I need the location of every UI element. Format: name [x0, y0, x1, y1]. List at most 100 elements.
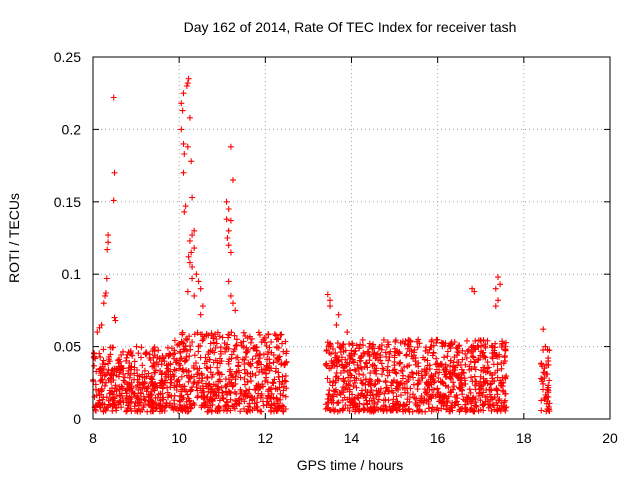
data-point [345, 381, 352, 388]
data-point [451, 402, 458, 409]
data-point [369, 345, 376, 352]
data-point [123, 408, 130, 415]
data-point [98, 385, 105, 392]
data-point [123, 354, 130, 361]
data-point [502, 346, 509, 353]
data-point [376, 391, 383, 398]
data-point [159, 408, 165, 414]
data-point [362, 394, 369, 401]
data-point [151, 385, 158, 391]
data-point [341, 394, 348, 401]
data-point [244, 369, 251, 376]
data-point [130, 390, 137, 397]
data-point [159, 385, 166, 392]
data-point [91, 353, 98, 360]
data-point [231, 332, 238, 339]
data-point [191, 292, 198, 299]
data-point [204, 374, 211, 381]
data-point [109, 366, 116, 373]
data-point [143, 373, 150, 380]
data-point [181, 208, 188, 215]
data-point [237, 374, 244, 381]
data-point [493, 406, 500, 413]
data-point [171, 392, 178, 399]
data-point [360, 342, 366, 349]
data-point [498, 365, 505, 372]
data-point [471, 359, 478, 366]
data-point [346, 341, 353, 347]
data-point [461, 404, 468, 411]
data-point [241, 376, 248, 382]
data-point [386, 354, 393, 360]
data-point [332, 374, 339, 380]
data-point [116, 356, 123, 363]
data-point [131, 376, 138, 383]
data-point [183, 398, 190, 405]
y-tick-label: 0.05 [54, 339, 81, 355]
data-point [133, 343, 140, 350]
data-point [503, 339, 509, 346]
data-point [111, 169, 118, 176]
data-point [108, 367, 115, 374]
data-point [184, 403, 191, 410]
data-point [350, 404, 356, 411]
data-point [390, 396, 397, 403]
data-point [545, 362, 552, 369]
data-point [246, 386, 253, 393]
data-point [105, 360, 112, 367]
data-point [199, 303, 206, 310]
data-point [492, 303, 499, 310]
data-point [441, 394, 448, 401]
data-point [440, 367, 447, 373]
data-point [352, 368, 359, 375]
data-point [219, 334, 226, 341]
data-point [218, 371, 225, 378]
data-point [477, 373, 484, 380]
data-point [477, 397, 484, 404]
data-point [363, 360, 370, 367]
data-point [471, 373, 478, 380]
data-point [483, 377, 490, 384]
data-point [191, 331, 198, 338]
data-point [237, 386, 244, 393]
data-point [131, 358, 138, 365]
data-point [542, 394, 549, 401]
data-point [380, 397, 387, 404]
data-point [543, 371, 550, 377]
data-point [193, 384, 200, 390]
data-point [410, 371, 416, 377]
data-point [421, 366, 428, 373]
data-point [411, 346, 418, 353]
data-point [232, 380, 239, 387]
data-point [395, 350, 402, 357]
data-point [194, 394, 201, 401]
data-point [147, 357, 154, 363]
data-point [434, 405, 441, 411]
data-point [540, 347, 547, 354]
data-point [378, 360, 385, 367]
data-point [200, 402, 207, 409]
data-point [138, 344, 145, 351]
data-point [125, 364, 132, 371]
data-point [96, 366, 103, 373]
data-point [134, 392, 141, 399]
data-point [356, 371, 363, 378]
data-point [333, 369, 340, 376]
data-point [363, 359, 369, 366]
data-point [502, 374, 509, 381]
data-point [362, 381, 369, 388]
data-point [240, 338, 247, 345]
data-point [467, 358, 474, 365]
data-point [446, 406, 453, 413]
data-point [372, 381, 379, 388]
data-point [210, 381, 217, 388]
data-point [406, 398, 413, 405]
data-point [214, 364, 221, 371]
data-point [349, 391, 356, 398]
data-point [178, 392, 185, 399]
data-point [216, 397, 223, 404]
data-point [248, 377, 255, 384]
data-point [340, 341, 347, 347]
data-point [414, 338, 420, 345]
data-point [247, 373, 254, 380]
